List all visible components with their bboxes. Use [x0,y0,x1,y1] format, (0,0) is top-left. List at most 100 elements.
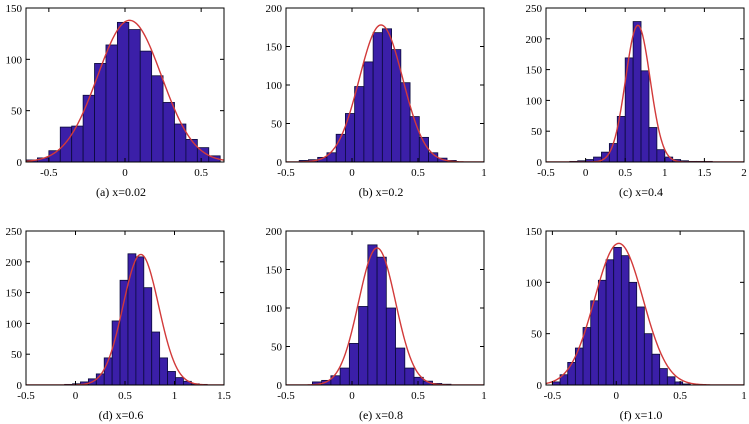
bar [105,44,118,162]
x-tick-label: 0 [349,390,355,402]
x-tick-label: 0.5 [411,390,425,402]
x-tick-label: 0 [583,167,589,179]
bar [656,149,666,162]
y-tick-label: 100 [526,277,543,289]
bar [404,367,415,385]
bar [636,306,645,385]
bar [151,75,164,162]
bar [409,116,420,162]
y-tick-label: 0 [277,380,283,392]
x-tick-label: 2 [741,167,747,179]
bar [59,126,73,162]
bar [605,259,615,385]
panel-caption: (c) x=0.4 [619,185,663,199]
panel-caption: (e) x=0.8 [359,408,403,422]
panel-a: -0.5 0 0.5 0 50 100 150 (a) x=0.02 [6,3,225,199]
y-tick-label: 200 [266,226,283,238]
x-tick-label: 0 [73,390,79,402]
x-tick-label: -0.5 [17,390,35,402]
y-tick-label: 150 [266,42,283,54]
bar [162,102,175,162]
bar [395,347,406,385]
axes-frame [545,230,745,386]
bar [376,256,387,385]
x-tick-label: -0.5 [544,390,562,402]
y-tick-label: 250 [526,3,543,15]
bar [582,327,592,385]
x-tick-label: 0.5 [194,167,208,179]
y-tick-label: 0 [537,157,543,169]
bar [381,28,392,162]
x-tick-label: 0.5 [411,167,425,179]
bar [82,94,95,162]
x-tick-label: -0.5 [40,167,58,179]
bar [613,247,622,385]
x-tick-label: 0 [614,390,620,402]
bar [175,377,184,385]
bar [640,70,650,162]
y-tick-label: 50 [531,126,543,138]
x-tick-label: 1.5 [698,167,712,179]
x-tick-label: -0.5 [277,167,295,179]
y-tick-label: 100 [266,80,283,92]
bar [674,381,684,385]
panel-caption: (a) x=0.02 [96,185,146,199]
bar [128,29,141,162]
bar [151,331,161,385]
bar [139,50,153,162]
y-tick-label: 0 [17,380,23,392]
panel-caption: (b) x=0.2 [359,185,404,199]
y-tick-label: 50 [271,342,283,354]
bar [666,376,676,385]
bar [597,279,607,385]
panel-caption: (f) x=1.0 [620,408,663,422]
y-tick-label: 200 [526,34,543,46]
bar [628,281,638,385]
y-tick-label: 0 [17,157,23,169]
x-tick-label: 1.5 [217,390,231,402]
y-tick-label: 100 [526,95,543,107]
fit-curve [546,24,744,162]
x-tick-label: 1 [481,167,487,179]
x-tick-label: 1 [662,167,668,179]
y-tick-label: 100 [6,54,23,66]
x-tick-label: 0.5 [673,390,687,402]
bar [358,306,369,385]
y-tick-label: 250 [6,226,23,238]
y-tick-label: 150 [6,3,23,15]
bar [363,61,374,162]
bar [119,279,129,385]
bar [632,21,642,162]
y-tick-label: 0 [277,157,283,169]
bar [608,143,618,162]
bar [648,127,658,162]
x-tick-label: 1 [172,390,178,402]
y-tick-label: 50 [11,106,23,118]
bar [127,253,137,385]
bar [682,383,691,385]
bar [567,362,576,385]
x-tick-label: 0.5 [618,167,632,179]
y-tick-label: 150 [266,265,283,277]
y-tick-label: 200 [6,257,23,269]
fit-curve [286,24,484,162]
y-tick-label: 50 [531,329,543,341]
bar [659,368,668,385]
bar [367,244,378,385]
bar [135,256,145,385]
bar [590,300,599,385]
x-tick-label: 0 [122,167,128,179]
y-tick-label: 100 [266,303,283,315]
x-tick-label: 0 [349,167,355,179]
y-tick-label: 150 [6,288,23,300]
bar [348,343,359,385]
bar [159,357,168,385]
bar [620,255,630,385]
x-tick-label: 1 [741,390,747,402]
